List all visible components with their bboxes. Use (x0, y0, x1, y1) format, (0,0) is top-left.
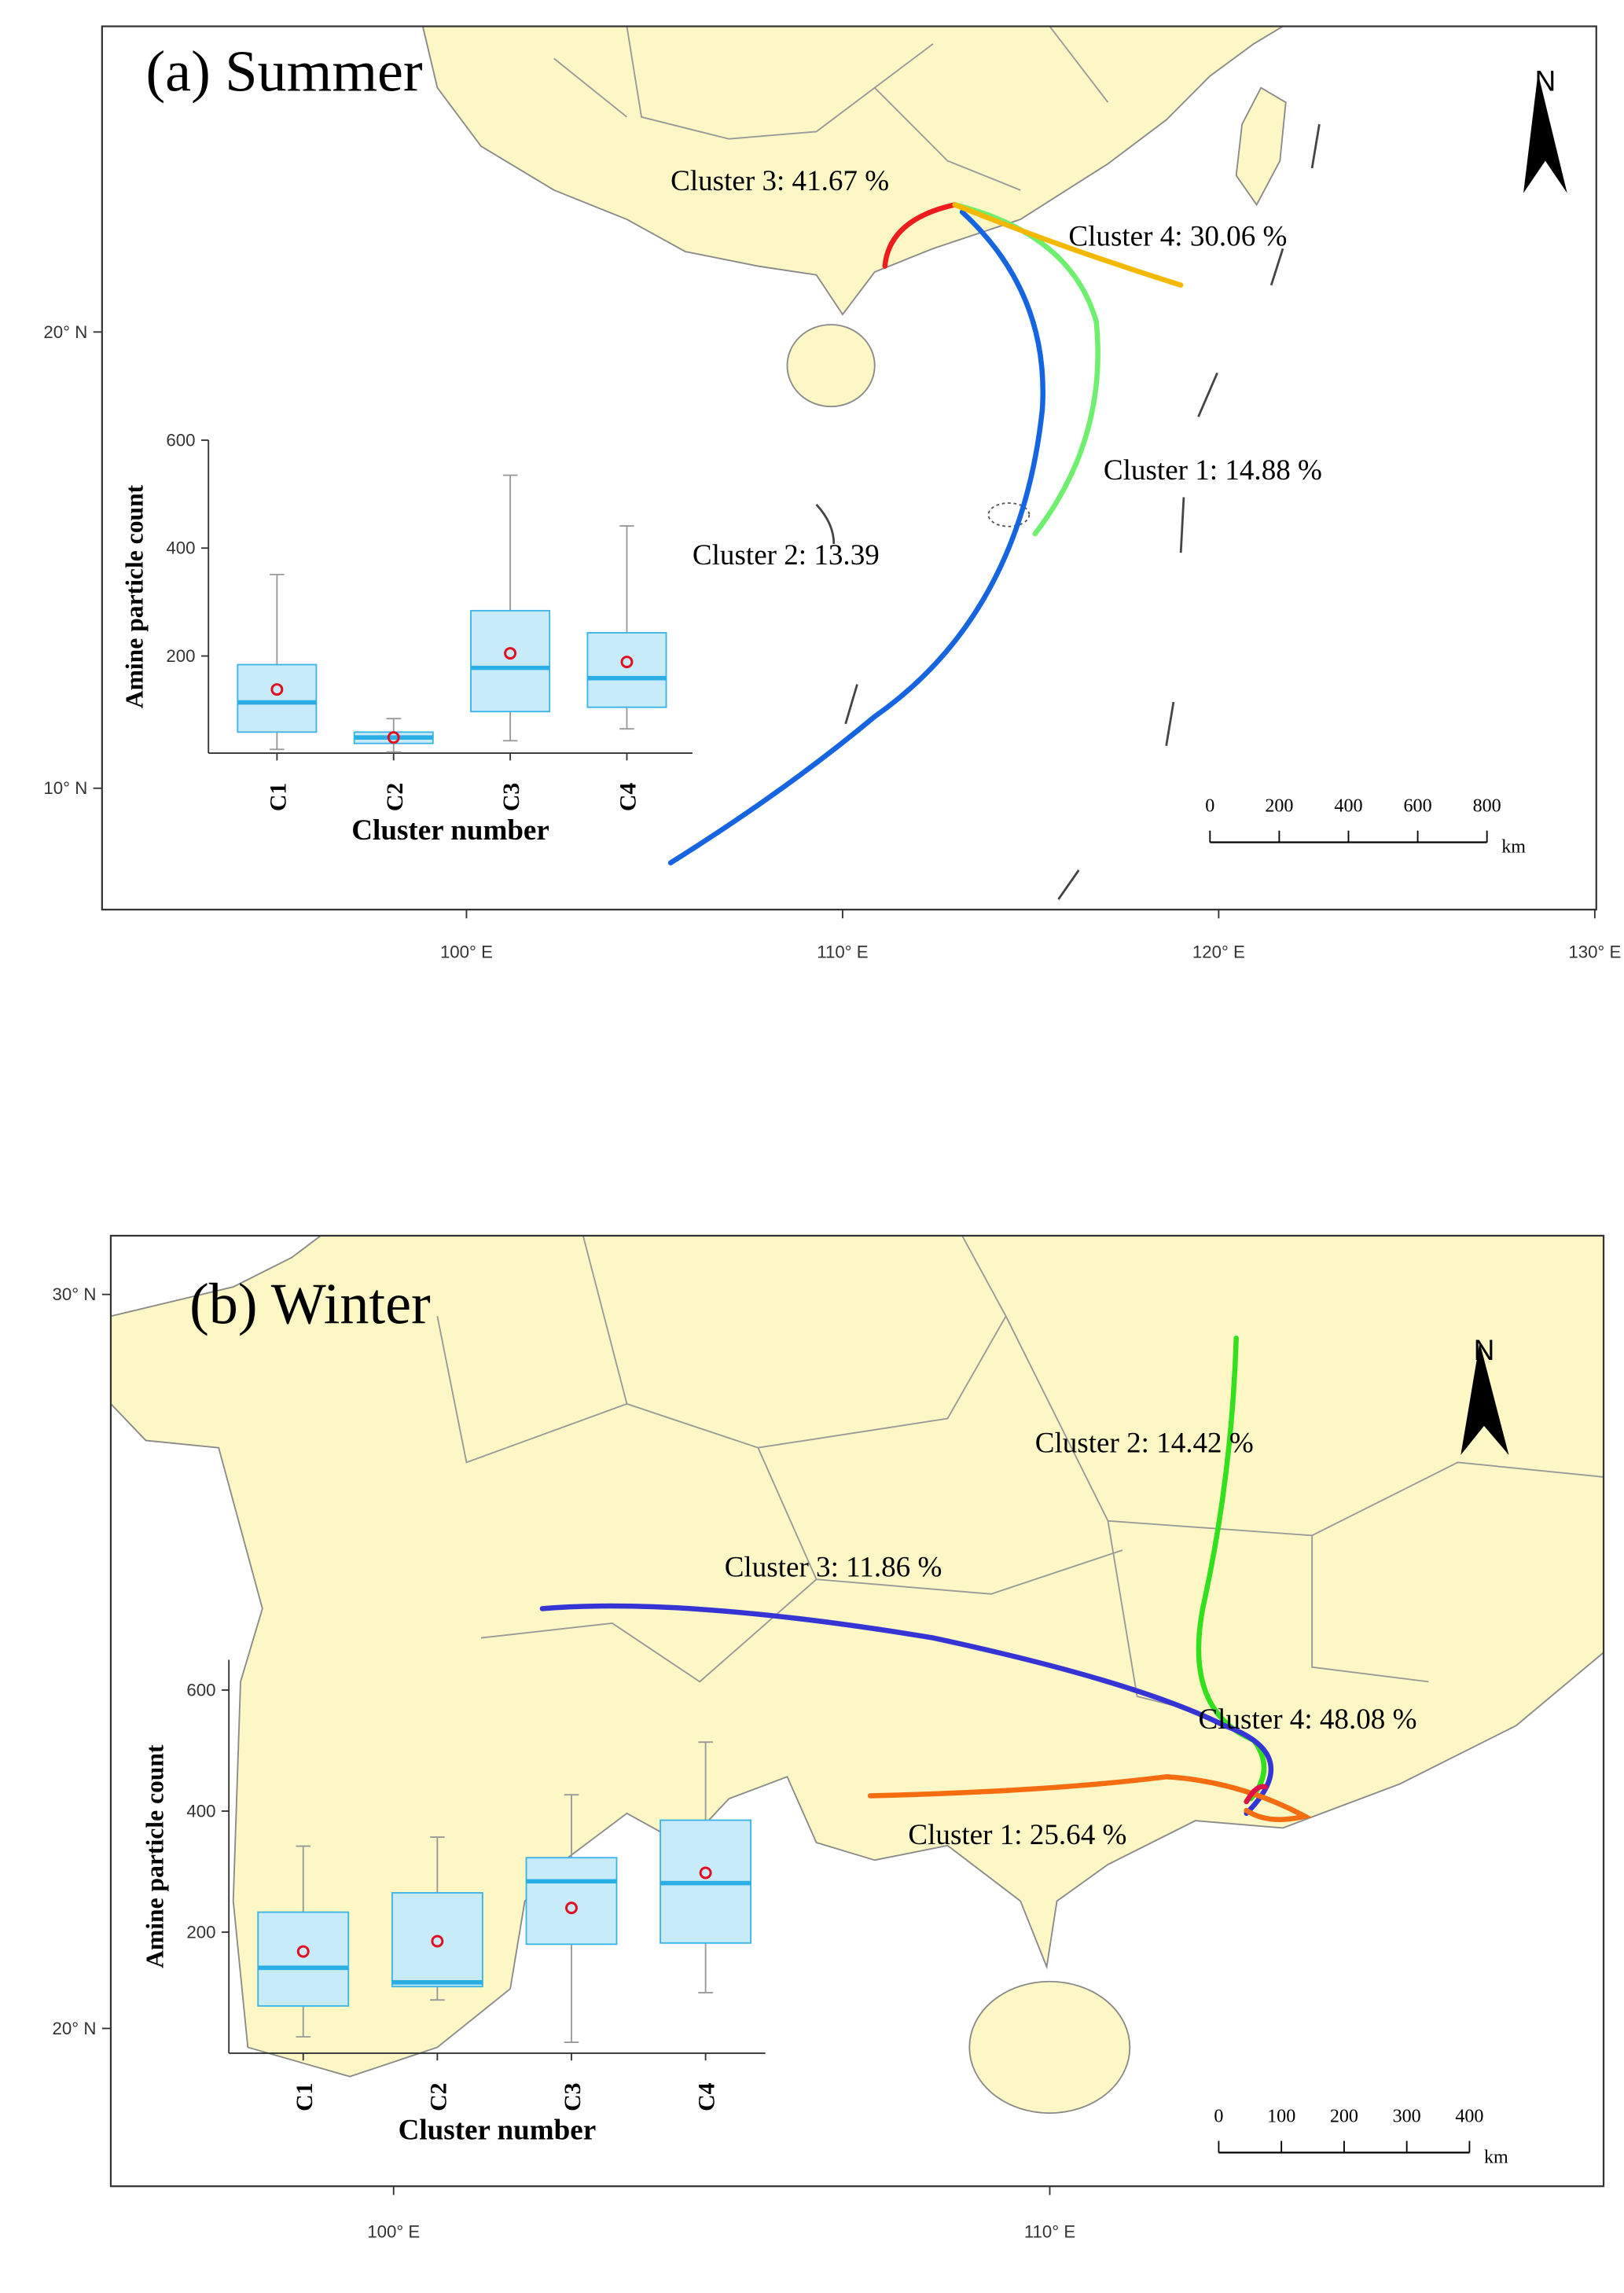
map-b (110, 1235, 1604, 2187)
map-frame (101, 25, 1597, 911)
cluster-label: Cluster 1: 25.64 % (908, 1819, 1126, 1851)
north-arrow (1523, 73, 1567, 193)
y-tick-label: 200 (166, 646, 195, 666)
x-axis-label: Cluster number (351, 814, 549, 847)
island (1235, 86, 1287, 207)
y-axis-label: Amine particle count (141, 1744, 169, 1968)
mean (565, 1902, 578, 1915)
island (786, 324, 876, 408)
y-tick-label: 10° N (43, 778, 87, 798)
x-tick-label: C3 (560, 2083, 586, 2111)
box (525, 1857, 618, 1946)
scale-unit: km (1501, 836, 1526, 858)
box (586, 632, 667, 708)
x-tick-label: 120° E (1192, 942, 1245, 961)
mean (387, 731, 400, 744)
y-axis-label: Amine particle count (121, 484, 149, 708)
generated: (a) Summer 100° E 110° E 120° E 130° E 10° N 2… (43, 39, 1621, 2241)
scale-label: 400 (1334, 795, 1362, 816)
north-label: N (1534, 64, 1556, 97)
mean (620, 656, 634, 669)
island (968, 1980, 1131, 2115)
cluster-label: Cluster 2: 13.39 (693, 539, 880, 571)
trajectory (1196, 1335, 1267, 1802)
x-tick-label: 100° E (367, 2221, 420, 2241)
mean (699, 1866, 712, 1880)
x-axis-label: Cluster number (399, 2115, 597, 2147)
y-tick-label: 400 (186, 1801, 215, 1821)
map-title: (a) Summer (145, 39, 422, 104)
mean (270, 683, 284, 696)
y-tick-label: 200 (186, 1922, 215, 1942)
cluster-label: Cluster 2: 14.42 % (1035, 1427, 1254, 1459)
x-tick-label: 110° E (817, 942, 868, 961)
x-tick-label: 130° E (1568, 942, 1621, 961)
x-tick-label: C2 (427, 2083, 452, 2111)
cluster-label: Cluster 3: 11.86 % (725, 1551, 942, 1583)
scale-label: 0 (1214, 2105, 1223, 2126)
scale-unit: km (1484, 2146, 1508, 2167)
y-tick-label: 400 (166, 538, 195, 558)
scale-label: 0 (1205, 795, 1214, 816)
x-tick-label: 110° E (1024, 2221, 1075, 2241)
y-tick-label: 20° N (43, 322, 87, 342)
box (470, 609, 551, 713)
trajectory (867, 1774, 1312, 1822)
box (257, 1911, 350, 2007)
mean (431, 1935, 444, 1948)
cluster-label: Cluster 3: 41.67 % (671, 165, 889, 197)
map-a (101, 26, 1596, 910)
scale-label: 200 (1330, 2105, 1358, 2126)
trajectory (539, 1603, 1274, 1817)
map-frame (109, 1234, 1605, 2188)
scale-label: 600 (1404, 795, 1432, 816)
x-tick-label: C3 (499, 783, 524, 811)
trajectory (1244, 1784, 1269, 1805)
x-tick-label: 100° E (440, 942, 493, 961)
scale-label: 400 (1455, 2105, 1483, 2126)
y-tick-label: 30° N (53, 1284, 97, 1304)
x-tick-label: C1 (292, 2083, 318, 2111)
box (391, 1891, 483, 1988)
x-tick-label: C1 (266, 783, 292, 811)
y-tick-label: 600 (166, 430, 195, 450)
mean (504, 647, 517, 660)
north-arrow (1460, 1342, 1509, 1456)
scale-label: 100 (1267, 2105, 1295, 2126)
y-tick-label: 20° N (53, 2019, 97, 2038)
map-title: (b) Winter (189, 1272, 431, 1336)
trajectory (882, 202, 957, 269)
y-tick-label: 600 (186, 1680, 215, 1700)
cluster-label: Cluster 4: 48.08 % (1198, 1703, 1416, 1736)
trajectory (667, 209, 1045, 865)
x-tick-label: C4 (695, 2082, 720, 2111)
mean (296, 1945, 310, 1958)
scale-label: 300 (1393, 2105, 1421, 2126)
cluster-label: Cluster 4: 30.06 % (1068, 220, 1287, 252)
trajectory (952, 202, 1184, 288)
cluster-label: Cluster 1: 14.88 % (1104, 454, 1322, 487)
x-tick-label: C2 (383, 783, 408, 811)
x-tick-label: C4 (616, 783, 641, 812)
scale-label: 800 (1473, 795, 1501, 816)
scale-label: 200 (1265, 795, 1293, 816)
north-label: N (1474, 1333, 1495, 1366)
box (237, 663, 318, 733)
